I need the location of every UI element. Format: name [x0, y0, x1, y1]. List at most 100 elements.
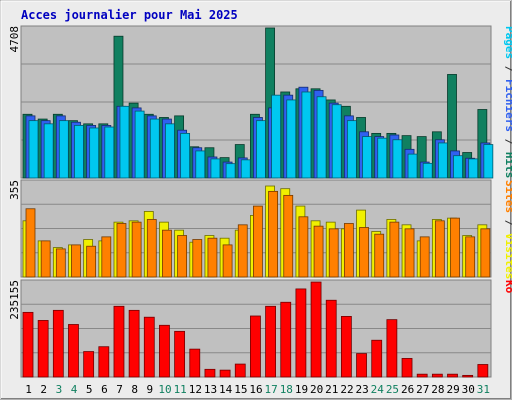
- bar-ko-day-27: [416, 373, 428, 378]
- day-label-17: 17: [265, 383, 278, 396]
- bar-ko-day-20: [310, 281, 322, 378]
- bar-sites-day-3: [55, 248, 66, 278]
- y-max-label-top: 4708: [8, 26, 21, 53]
- chart-title: Acces journalier pour Mai 2025: [21, 8, 238, 22]
- day-label-6: 6: [101, 383, 108, 396]
- series-ko: [22, 281, 489, 378]
- day-label-3: 3: [56, 383, 63, 396]
- bar-sites-day-15: [237, 224, 248, 278]
- bar-pages-day-8: [134, 110, 145, 179]
- bar-pages-day-25: [392, 139, 403, 179]
- panel-top: 4708 Pages / Fichiers / Hits: [8, 25, 512, 179]
- legend-part: /: [503, 213, 512, 233]
- bar-sites-day-11: [177, 235, 188, 278]
- bar-pages-day-12: [195, 150, 206, 179]
- bar-sites-day-27: [419, 236, 430, 278]
- bar-sites-day-29: [450, 217, 460, 278]
- day-label-15: 15: [234, 383, 247, 396]
- bar-ko-day-21: [325, 299, 337, 378]
- day-label-10: 10: [158, 383, 171, 396]
- bar-sites-day-13: [207, 237, 218, 278]
- panel-bot: 235155 Ko: [8, 279, 512, 378]
- bar-sites-day-10: [162, 229, 172, 278]
- bar-pages-day-19: [301, 91, 312, 179]
- legend-part: /: [503, 59, 512, 79]
- bar-sites-day-8: [131, 221, 142, 278]
- bar-sites-day-22: [343, 223, 354, 278]
- bar-ko-day-29: [447, 373, 458, 378]
- bar-pages-day-14: [225, 163, 236, 179]
- bar-ko-day-10: [159, 324, 170, 378]
- bar-ko-day-9: [143, 316, 155, 378]
- day-label-24: 24: [371, 383, 385, 396]
- bar-ko-day-19: [295, 288, 307, 378]
- legend-part: Visites: [503, 233, 512, 279]
- bar-pages-day-5: [89, 127, 100, 179]
- bar-ko-day-18: [280, 301, 292, 378]
- y-max-label-bot: 235155: [8, 280, 21, 320]
- bar-ko-day-4: [68, 324, 79, 378]
- day-label-23: 23: [356, 383, 369, 396]
- day-label-19: 19: [295, 383, 308, 396]
- bar-pages-day-10: [165, 123, 175, 179]
- bar-sites-day-1: [25, 208, 36, 278]
- day-label-31: 31: [477, 383, 490, 396]
- day-label-12: 12: [189, 383, 202, 396]
- day-label-11: 11: [174, 383, 187, 396]
- bar-sites-day-2: [40, 240, 51, 278]
- bar-ko-day-12: [189, 348, 201, 378]
- bar-pages-day-1: [28, 120, 39, 179]
- bar-sites-day-9: [146, 219, 157, 278]
- bar-pages-day-3: [58, 120, 69, 179]
- bar-pages-day-30: [468, 158, 479, 179]
- x-axis-day-labels: 1 2 3 4 5 6 7 8 9 10 11 12 13 14 15 16 17 18 19 20 21 22 23 24 2…: [25, 383, 490, 396]
- day-label-25: 25: [386, 383, 399, 396]
- day-label-29: 29: [446, 383, 459, 396]
- bar-pages-day-27: [422, 162, 433, 179]
- bar-ko-day-7: [113, 305, 125, 378]
- bar-pages-day-21: [331, 104, 342, 179]
- bar-sites-day-28: [434, 220, 445, 278]
- day-label-9: 9: [147, 383, 154, 396]
- bar-ko-day-16: [250, 315, 261, 378]
- bar-ko-day-28: [431, 373, 443, 378]
- bar-pages-day-15: [240, 159, 251, 179]
- bar-pages-day-31: [483, 144, 494, 179]
- bar-pages-day-9: [149, 118, 160, 179]
- series-sites: [25, 190, 491, 278]
- bar-pages-day-17: [271, 94, 281, 179]
- day-label-22: 22: [340, 383, 353, 396]
- legend-bot: Ko: [503, 280, 512, 294]
- bar-sites-day-14: [222, 244, 233, 278]
- bar-ko-day-2: [37, 320, 49, 378]
- legend-part: Ko: [503, 280, 512, 294]
- bar-ko-day-13: [204, 368, 216, 378]
- bar-sites-day-5: [86, 245, 97, 278]
- bar-pages-day-28: [437, 142, 448, 179]
- bar-sites-day-12: [192, 239, 203, 278]
- bar-pages-day-29: [453, 155, 463, 179]
- day-label-18: 18: [280, 383, 293, 396]
- legend-part: Fichiers: [503, 79, 512, 132]
- bar-sites-day-20: [313, 225, 324, 278]
- y-max-label-mid: 355: [8, 180, 21, 200]
- day-label-16: 16: [249, 383, 262, 396]
- bar-ko-day-22: [340, 316, 352, 378]
- bar-ko-day-1: [22, 311, 34, 378]
- day-label-20: 20: [310, 383, 323, 396]
- bar-ko-day-15: [234, 363, 246, 378]
- bar-ko-day-23: [356, 353, 367, 378]
- bar-ko-day-25: [386, 319, 398, 378]
- bar-sites-day-23: [359, 227, 369, 278]
- day-label-4: 4: [71, 383, 78, 396]
- bar-sites-day-26: [404, 228, 415, 278]
- day-label-28: 28: [431, 383, 444, 396]
- bar-ko-day-14: [219, 369, 231, 378]
- bar-sites-day-18: [283, 194, 294, 278]
- bar-sites-day-30: [465, 236, 476, 278]
- bar-ko-day-5: [83, 351, 95, 378]
- bar-sites-day-31: [480, 228, 491, 278]
- bar-sites-day-25: [389, 221, 400, 278]
- bar-pages-day-23: [362, 136, 372, 179]
- day-label-8: 8: [131, 383, 138, 396]
